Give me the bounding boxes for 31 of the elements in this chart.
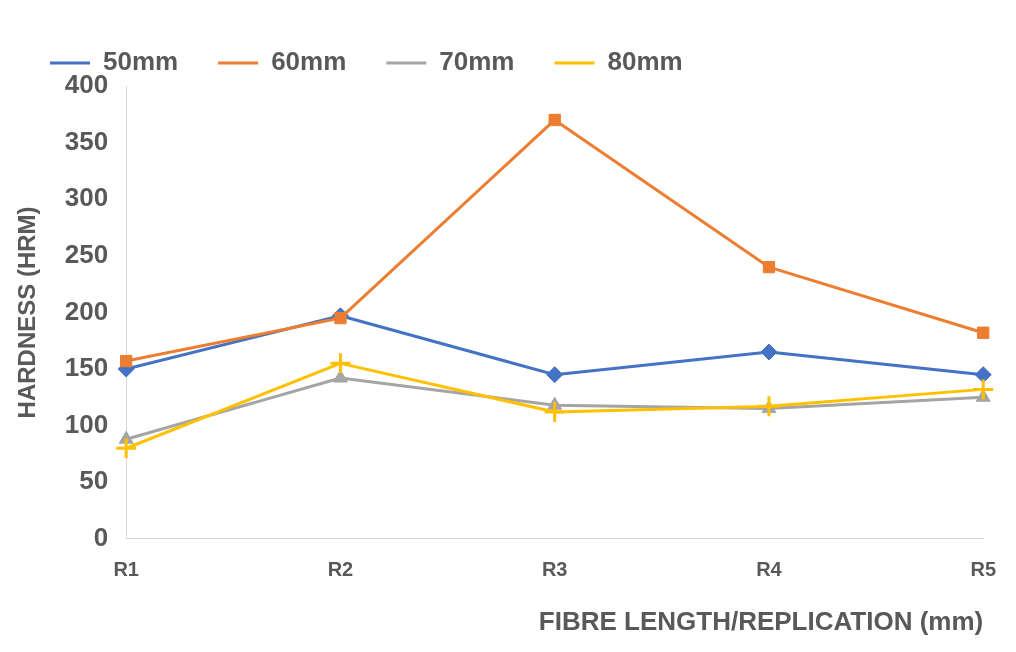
x-axis-title: FIBRE LENGTH/REPLICATION (mm) bbox=[538, 605, 984, 636]
point bbox=[974, 366, 992, 384]
legend-label: 70mm bbox=[439, 46, 515, 77]
point bbox=[120, 354, 133, 368]
x-tick-label: R2 bbox=[327, 558, 354, 581]
y-tick-label: 200 bbox=[64, 295, 109, 326]
y-tick-label: 150 bbox=[64, 352, 109, 383]
y-tick-label: 350 bbox=[64, 125, 109, 156]
point bbox=[543, 400, 567, 424]
y-tick-label: 0 bbox=[93, 521, 109, 552]
point bbox=[548, 113, 561, 127]
y-tick-label: 300 bbox=[64, 182, 109, 213]
y-tick-label: 250 bbox=[64, 238, 109, 269]
point bbox=[546, 366, 564, 384]
y-tick-label: 50 bbox=[79, 465, 109, 496]
point bbox=[760, 343, 778, 361]
point bbox=[328, 351, 352, 375]
x-tick-label: R3 bbox=[541, 558, 568, 581]
y-axis-title: HARDNESS (HRM) bbox=[13, 206, 41, 419]
x-tick-label: R5 bbox=[970, 558, 997, 581]
x-tick-label: R4 bbox=[756, 558, 783, 581]
y-tick-label: 100 bbox=[64, 408, 109, 439]
legend-label: 60mm bbox=[271, 46, 347, 77]
point bbox=[977, 326, 990, 339]
point bbox=[114, 436, 138, 460]
point bbox=[971, 377, 995, 401]
y-tick-label: 400 bbox=[64, 69, 109, 100]
legend-label: 80mm bbox=[607, 46, 683, 77]
point bbox=[762, 260, 776, 274]
point bbox=[757, 394, 781, 418]
x-tick-label: R1 bbox=[113, 558, 139, 581]
